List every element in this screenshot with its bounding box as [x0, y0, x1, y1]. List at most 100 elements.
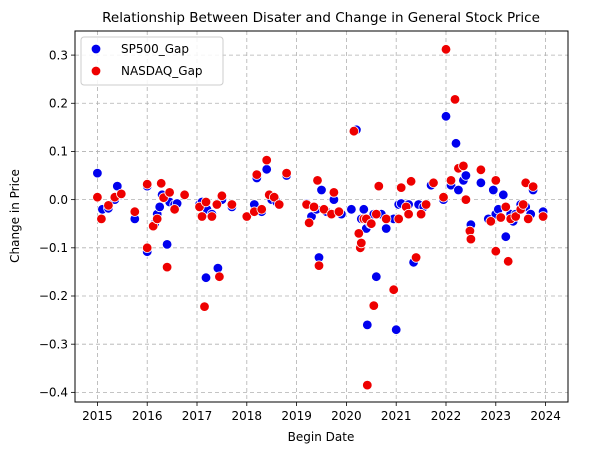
nasdaq-point [460, 194, 472, 205]
nasdaq-point [415, 208, 427, 220]
nasdaq-point [308, 201, 320, 213]
legend-marker-nasdaq [90, 65, 102, 77]
nasdaq-point [366, 218, 377, 229]
sp500-point [460, 170, 472, 181]
y-axis-label: Change in Price [8, 169, 22, 263]
y-tick-label: −0.2 [39, 289, 68, 303]
sp500-point [161, 239, 173, 250]
sp500-point [475, 177, 487, 189]
x-tick-label: 2022 [431, 409, 462, 423]
nasdaq-point [388, 284, 399, 295]
nasdaq-point [438, 191, 449, 203]
x-tick-label: 2015 [82, 409, 113, 423]
nasdaq-point [428, 177, 439, 189]
nasdaq-point [161, 261, 173, 273]
nasdaq-point [169, 204, 180, 215]
nasdaq-point [269, 191, 280, 203]
nasdaq-point [199, 301, 210, 312]
nasdaq-point [393, 213, 404, 225]
nasdaq-point [313, 260, 325, 271]
y-tick-label: 0.2 [49, 96, 68, 110]
nasdaq-point [405, 176, 417, 187]
x-tick-label: 2019 [281, 409, 312, 423]
nasdaq-point [226, 199, 238, 210]
y-tick-label: −0.4 [39, 386, 68, 400]
plot-frame [74, 30, 569, 403]
nasdaq-point [214, 271, 225, 282]
nasdaq-point [312, 175, 323, 186]
y-tick-label: −0.3 [39, 337, 68, 351]
sp500-point [371, 271, 382, 282]
sp500-point [500, 231, 512, 242]
nasdaq-point [318, 204, 330, 215]
x-axis-label: Begin Date [288, 430, 355, 444]
nasdaq-point [356, 237, 367, 249]
nasdaq-point [403, 208, 414, 220]
nasdaq-point [527, 181, 539, 192]
nasdaq-point [465, 233, 477, 245]
legend-marker-sp500 [90, 43, 102, 55]
nasdaq-point [353, 228, 365, 239]
nasdaq-point [518, 199, 529, 210]
nasdaq-point [396, 182, 407, 193]
nasdaq-point [368, 300, 380, 311]
nasdaq-point [510, 211, 521, 222]
chart-title: Relationship Between Disater and Change … [102, 10, 540, 26]
nasdaq-point [256, 204, 267, 215]
nasdaq-point [281, 167, 292, 179]
sp500-point [261, 164, 272, 175]
nasdaq-point [129, 206, 141, 217]
sp500-point [453, 184, 464, 196]
sp500-point [346, 204, 357, 215]
nasdaq-point [458, 160, 469, 172]
nasdaq-point [445, 175, 457, 186]
nasdaq-point [495, 212, 507, 223]
nasdaq-point [200, 196, 212, 208]
sp500-point [154, 201, 165, 213]
legend-label-sp500: SP500_Gap [121, 42, 189, 56]
y-tick-label: 0.0 [49, 193, 68, 207]
nasdaq-point [475, 164, 487, 176]
nasdaq-point [410, 252, 422, 263]
nasdaq-point [381, 213, 392, 225]
nasdaq-point [261, 154, 272, 166]
nasdaq-point [373, 180, 385, 192]
nasdaq-point [196, 211, 208, 222]
nasdaq-point [523, 213, 534, 225]
nasdaq-point [274, 199, 285, 210]
nasdaq-point [151, 213, 163, 225]
nasdaq-point [141, 178, 153, 190]
nasdaq-point [371, 208, 382, 220]
nasdaq-point [537, 211, 549, 222]
nasdaq-point [449, 94, 461, 105]
nasdaq-point [362, 379, 373, 391]
sp500-point [316, 184, 327, 196]
axis-ticks: 2015 2016 2017 2018 2019 2020 2021 2022 2023 2024… [39, 48, 561, 423]
nasdaq-point [420, 199, 432, 210]
x-tick-label: 2024 [530, 409, 561, 423]
sp500-point [362, 319, 373, 331]
nasdaq-point [211, 199, 223, 210]
legend-label-nasdaq: NASDAQ_Gap [121, 64, 203, 78]
sp500-point [498, 189, 509, 201]
nasdaq-point [206, 211, 218, 222]
sp500-point [381, 223, 392, 234]
x-tick-label: 2017 [182, 409, 213, 423]
nasdaq-point [440, 44, 452, 55]
y-tick-label: 0.3 [49, 48, 68, 62]
sp500-point [358, 204, 370, 215]
nasdaq-point [503, 256, 514, 267]
nasdaq-point [164, 187, 175, 198]
x-tick-label: 2021 [381, 409, 412, 423]
legend-box [80, 36, 224, 86]
sp500-point [440, 111, 452, 122]
sp500-point [200, 272, 212, 283]
nasdaq-point [92, 191, 103, 203]
nasdaq-point [500, 201, 512, 213]
x-tick-label: 2016 [132, 409, 163, 423]
nasdaq-point [333, 206, 345, 217]
nasdaq-point [96, 213, 107, 225]
nasdaq-point [216, 190, 228, 202]
nasdaq-point [179, 189, 190, 201]
nasdaq-point [251, 169, 262, 180]
